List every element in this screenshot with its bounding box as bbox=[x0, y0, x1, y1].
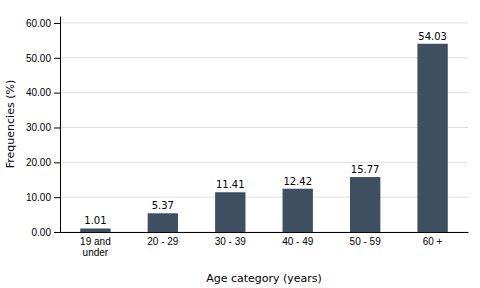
data-label: 11.41 bbox=[216, 179, 245, 190]
tick-label: 40.00 bbox=[26, 87, 51, 98]
axis-line bbox=[60, 17, 61, 233]
grid bbox=[60, 23, 468, 232]
tick-mark bbox=[54, 232, 60, 233]
bar bbox=[417, 44, 447, 232]
grid-line bbox=[60, 197, 468, 198]
tick: 30 - 39 bbox=[215, 236, 247, 247]
grid-line bbox=[60, 57, 468, 58]
grid-line bbox=[60, 162, 468, 163]
tick: 60 + bbox=[423, 236, 443, 247]
tick-label: 40 - 49 bbox=[282, 236, 314, 247]
chart: 0.00 10.00 20.00 30.00 40.00 50.00 60.00 19 and… bbox=[0, 0, 480, 288]
tick-mark bbox=[54, 127, 60, 128]
grid-line bbox=[60, 232, 468, 233]
bars bbox=[80, 44, 448, 232]
tick: 30.00 bbox=[26, 122, 60, 133]
tick-label-line: 50 - 59 bbox=[350, 236, 382, 247]
y-axis: 0.00 10.00 20.00 30.00 40.00 50.00 60.00 bbox=[26, 17, 61, 238]
grid-line bbox=[60, 22, 468, 23]
bar bbox=[283, 189, 313, 232]
tick-label: 60.00 bbox=[26, 18, 51, 29]
tick-label: 10.00 bbox=[26, 192, 51, 203]
tick-label-line: 19 and bbox=[80, 236, 111, 247]
tick-mark bbox=[54, 162, 60, 163]
tick-label-line: 30 - 39 bbox=[215, 236, 247, 247]
tick: 50.00 bbox=[26, 53, 60, 64]
tick: 50 - 59 bbox=[350, 236, 382, 247]
tick-label-line: 60 + bbox=[423, 236, 443, 247]
data-label: 15.77 bbox=[351, 164, 380, 175]
plot: 0.00 10.00 20.00 30.00 40.00 50.00 60.00 19 and… bbox=[26, 17, 469, 259]
bar bbox=[148, 213, 178, 232]
tick-label-line: under bbox=[83, 247, 109, 258]
grid-line bbox=[60, 127, 468, 128]
tick-label-line: 40 - 49 bbox=[282, 236, 314, 247]
tick-label: 50 - 59 bbox=[350, 236, 382, 247]
tick-label: 20 - 29 bbox=[147, 236, 179, 247]
tick-mark bbox=[54, 93, 60, 94]
tick-label: 20.00 bbox=[26, 157, 51, 168]
data-label: 1.01 bbox=[84, 215, 106, 226]
tick: 60.00 bbox=[26, 18, 60, 29]
tick-label: 30 - 39 bbox=[215, 236, 247, 247]
bar bbox=[350, 177, 380, 232]
tick: 10.00 bbox=[26, 192, 60, 203]
tick-mark bbox=[54, 23, 60, 24]
tick-label: 60 + bbox=[423, 236, 443, 247]
data-label: 54.03 bbox=[418, 31, 447, 42]
bar bbox=[215, 192, 245, 232]
data-label: 12.42 bbox=[283, 176, 312, 187]
grid-line bbox=[60, 92, 468, 93]
tick: 40 - 49 bbox=[282, 236, 314, 247]
tick: 19 andunder bbox=[80, 236, 111, 258]
tick: 0.00 bbox=[32, 227, 60, 238]
tick-mark bbox=[54, 58, 60, 59]
y-axis-title: Frequencies (%) bbox=[4, 80, 17, 168]
tick-label: 0.00 bbox=[32, 227, 52, 238]
tick-mark bbox=[54, 197, 60, 198]
tick-label: 30.00 bbox=[26, 122, 51, 133]
tick-label: 19 andunder bbox=[80, 236, 111, 258]
tick: 20 - 29 bbox=[147, 236, 179, 247]
x-axis-title: Age category (years) bbox=[206, 272, 322, 285]
tick: 20.00 bbox=[26, 157, 60, 168]
axis-line bbox=[61, 232, 469, 233]
tick-label: 50.00 bbox=[26, 53, 51, 64]
tick: 40.00 bbox=[26, 87, 60, 98]
x-axis: 19 andunder 20 - 29 30 - 39 40 - 49 50 - 59 6… bbox=[61, 233, 469, 259]
bar bbox=[80, 228, 110, 232]
data-labels: 1.01 5.37 11.41 12.42 15.77 54.03 bbox=[84, 31, 447, 227]
data-label: 5.37 bbox=[152, 200, 174, 211]
tick-label-line: 20 - 29 bbox=[147, 236, 179, 247]
